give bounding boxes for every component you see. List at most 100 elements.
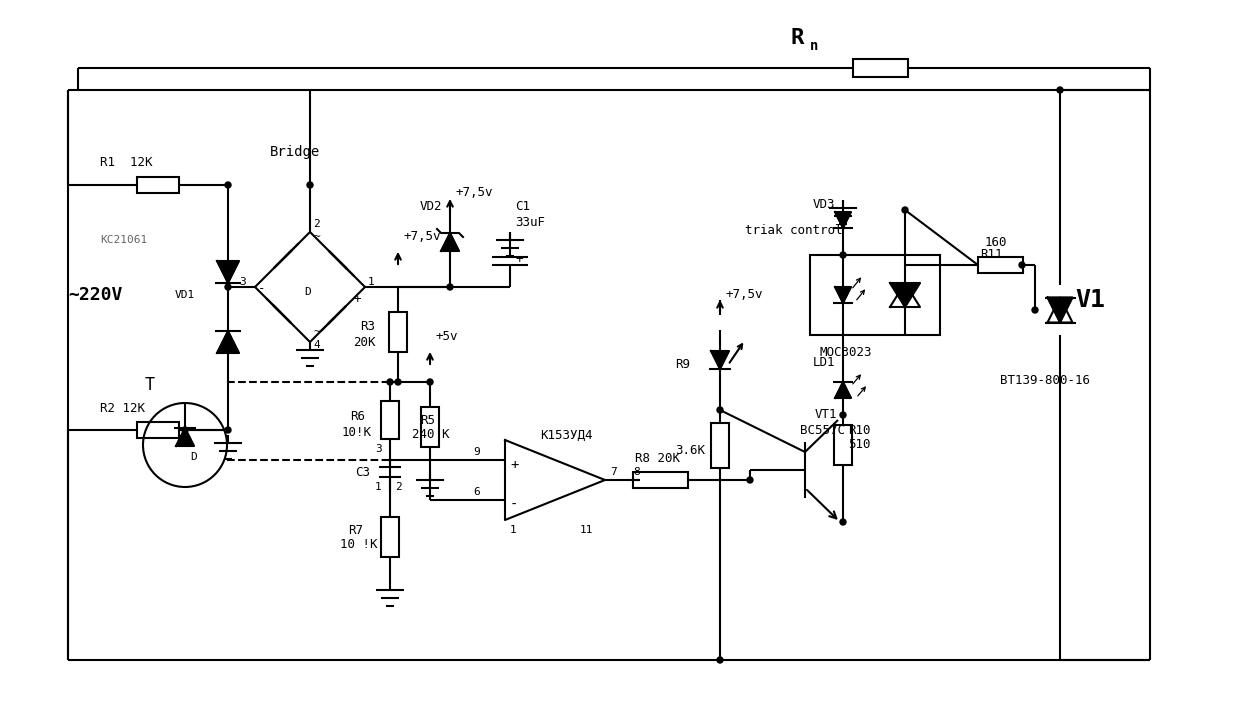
Polygon shape — [274, 305, 290, 322]
Bar — [137, 422, 179, 438]
Text: 33uF: 33uF — [515, 215, 545, 228]
Text: +7,5v: +7,5v — [725, 289, 762, 302]
Text: V1: V1 — [1075, 288, 1105, 312]
Text: 4: 4 — [313, 340, 319, 350]
Text: 3: 3 — [239, 277, 245, 287]
Text: 6: 6 — [473, 487, 480, 497]
Text: +: + — [353, 292, 360, 305]
Text: R: R — [790, 28, 804, 48]
Bar — [978, 257, 1022, 273]
Text: MOC3023: MOC3023 — [820, 347, 873, 359]
Text: VD2: VD2 — [420, 200, 443, 213]
Text: R10: R10 — [848, 424, 870, 436]
Circle shape — [1032, 307, 1038, 313]
Polygon shape — [835, 382, 851, 398]
Polygon shape — [275, 250, 292, 267]
Text: R3: R3 — [360, 321, 375, 334]
Circle shape — [718, 657, 723, 663]
Bar — [852, 59, 907, 77]
Text: 20K: 20K — [353, 336, 376, 349]
Text: К153УД4: К153УД4 — [540, 429, 593, 441]
Bar — [633, 472, 688, 488]
Circle shape — [840, 252, 846, 258]
Text: +: + — [515, 254, 523, 267]
Circle shape — [747, 477, 753, 483]
Text: +: + — [510, 458, 518, 472]
Text: VD1: VD1 — [175, 290, 195, 300]
Circle shape — [718, 407, 723, 413]
Bar — [420, 407, 439, 447]
Circle shape — [840, 412, 846, 418]
Polygon shape — [441, 233, 459, 251]
Text: D: D — [305, 287, 311, 297]
Circle shape — [224, 284, 231, 290]
Text: 1: 1 — [367, 277, 375, 287]
Text: 1: 1 — [510, 525, 517, 535]
Circle shape — [224, 427, 231, 433]
Bar — [381, 517, 399, 557]
Circle shape — [182, 427, 187, 433]
Circle shape — [224, 182, 231, 188]
Polygon shape — [217, 261, 239, 283]
Text: T: T — [145, 376, 155, 394]
Text: +7,5v: +7,5v — [455, 185, 492, 198]
Polygon shape — [217, 331, 239, 353]
Text: BT139-800-16: BT139-800-16 — [1000, 374, 1090, 386]
Text: triak control: triak control — [745, 223, 842, 237]
Text: -: - — [510, 498, 518, 512]
Polygon shape — [835, 212, 851, 228]
Text: D: D — [190, 452, 197, 462]
Text: VD3: VD3 — [813, 198, 836, 212]
Circle shape — [387, 379, 393, 385]
Text: R2 12K: R2 12K — [100, 401, 145, 414]
Text: -: - — [258, 282, 265, 295]
Text: R7: R7 — [348, 523, 363, 536]
Text: R11: R11 — [980, 249, 1002, 262]
Text: 160: 160 — [985, 237, 1007, 250]
Text: ~220V: ~220V — [68, 286, 122, 304]
Text: 8: 8 — [633, 467, 640, 477]
Circle shape — [903, 207, 907, 213]
Polygon shape — [328, 307, 345, 324]
Polygon shape — [835, 287, 851, 303]
Text: BC557C: BC557C — [800, 424, 845, 436]
Circle shape — [1018, 262, 1025, 268]
Bar — [810, 255, 940, 335]
Text: 7: 7 — [610, 467, 616, 477]
Text: 3.6K: 3.6K — [674, 443, 705, 456]
Text: R6: R6 — [350, 411, 365, 424]
Text: Bridge: Bridge — [270, 145, 321, 159]
Circle shape — [395, 379, 401, 385]
Text: 11: 11 — [580, 525, 593, 535]
Text: C3: C3 — [355, 466, 370, 478]
Text: 10 !K: 10 !K — [340, 538, 377, 550]
Text: +5v: +5v — [435, 331, 457, 344]
Polygon shape — [329, 252, 346, 269]
Text: 9: 9 — [473, 447, 480, 457]
Text: 510: 510 — [848, 438, 870, 451]
Text: КС21061: КС21061 — [100, 235, 147, 245]
Polygon shape — [176, 428, 194, 446]
Text: VT1: VT1 — [815, 409, 837, 421]
Circle shape — [307, 182, 313, 188]
Text: R5: R5 — [420, 414, 435, 426]
Polygon shape — [1048, 297, 1073, 322]
Bar — [381, 401, 399, 439]
Bar — [388, 312, 407, 352]
Text: n: n — [810, 39, 819, 53]
Bar — [137, 177, 179, 193]
Circle shape — [427, 379, 433, 385]
Text: 10!K: 10!K — [342, 426, 372, 438]
Bar — [834, 425, 852, 465]
Circle shape — [448, 284, 453, 290]
Bar — [711, 423, 729, 468]
Polygon shape — [890, 283, 920, 307]
Text: ~: ~ — [313, 232, 319, 242]
Text: ~: ~ — [313, 327, 319, 337]
Text: 240 K: 240 K — [412, 428, 450, 441]
Text: C1: C1 — [515, 200, 530, 213]
Text: 3: 3 — [375, 444, 382, 454]
Text: LD1: LD1 — [813, 356, 836, 369]
Text: R1  12K: R1 12K — [100, 156, 153, 170]
Circle shape — [1057, 87, 1063, 93]
